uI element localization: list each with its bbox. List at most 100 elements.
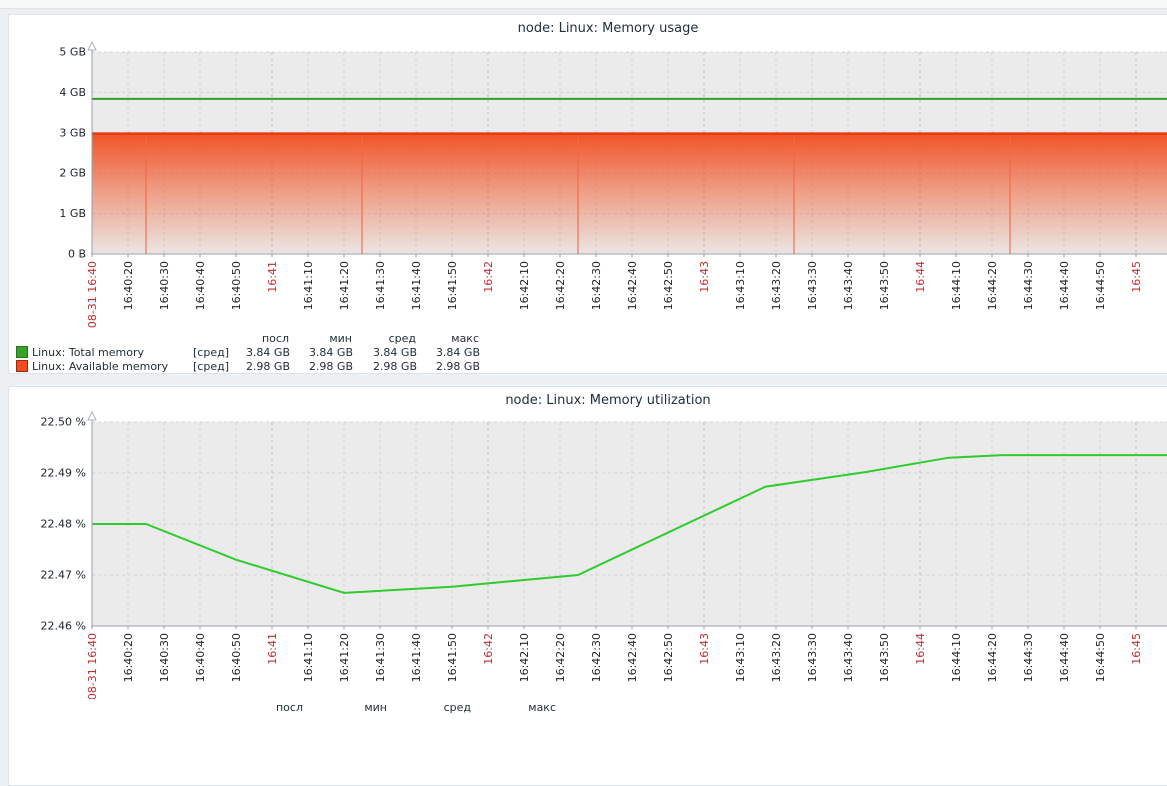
series-stat-value: 3.84 GB — [372, 346, 417, 359]
svg-text:16:41:40: 16:41:40 — [410, 633, 423, 682]
svg-text:16:41:30: 16:41:30 — [374, 633, 387, 682]
svg-text:16:44:20: 16:44:20 — [986, 633, 999, 682]
svg-text:16:44:10: 16:44:10 — [950, 261, 963, 310]
svg-text:16:42: 16:42 — [482, 261, 495, 293]
series-aggregation: [сред] — [193, 360, 229, 373]
svg-text:0 B: 0 B — [68, 248, 86, 261]
series-label: Linux: Total memory — [32, 346, 144, 359]
legend-column-header: посл — [261, 332, 289, 345]
legend-column-header: макс — [451, 332, 479, 345]
legend-column-header: мин — [364, 701, 387, 714]
series-stat-value: 3.84 GB — [435, 346, 480, 359]
svg-text:16:43:10: 16:43:10 — [734, 261, 747, 310]
legend-column-header: посл — [275, 701, 303, 714]
svg-text:16:41:10: 16:41:10 — [302, 633, 315, 682]
svg-text:16:41:20: 16:41:20 — [338, 633, 351, 682]
svg-text:16:43:20: 16:43:20 — [770, 261, 783, 310]
legend-column-header: макс — [528, 701, 556, 714]
svg-text:16:43:30: 16:43:30 — [806, 633, 819, 682]
svg-text:16:41:20: 16:41:20 — [338, 261, 351, 310]
svg-text:1 GB: 1 GB — [59, 207, 86, 220]
svg-text:16:40:30: 16:40:30 — [158, 633, 171, 682]
svg-text:16:42:40: 16:42:40 — [626, 261, 639, 310]
svg-text:16:41:10: 16:41:10 — [302, 261, 315, 310]
svg-text:3 GB: 3 GB — [59, 126, 86, 139]
graph-title: node: Linux: Memory usage — [517, 21, 699, 36]
svg-text:16:42:10: 16:42:10 — [518, 261, 531, 310]
legend-column-header: мин — [329, 332, 352, 345]
svg-text:2 GB: 2 GB — [59, 167, 86, 180]
svg-text:16:42:40: 16:42:40 — [626, 633, 639, 682]
svg-text:16:40:20: 16:40:20 — [122, 261, 135, 310]
svg-text:16:42: 16:42 — [482, 633, 495, 665]
svg-text:16:42:50: 16:42:50 — [662, 633, 675, 682]
svg-text:08-31 16:40: 08-31 16:40 — [86, 261, 99, 328]
svg-text:16:44: 16:44 — [914, 633, 927, 665]
memory-usage-legend: посл мин сред макс Linux: Total memory [сред]… — [9, 332, 480, 374]
series-swatch — [16, 359, 28, 372]
svg-text:22.48 %: 22.48 % — [41, 518, 86, 531]
svg-text:16:44:30: 16:44:30 — [1022, 633, 1035, 682]
memory-utilization-panel: node: Linux: Memory utilization 22.50 % 2… — [8, 386, 1167, 786]
series-stat-value: 2.98 GB — [308, 360, 353, 373]
svg-text:16:41:30: 16:41:30 — [374, 261, 387, 310]
svg-text:16:42:30: 16:42:30 — [590, 633, 603, 682]
svg-text:16:45: 16:45 — [1130, 261, 1143, 293]
svg-text:16:40:50: 16:40:50 — [230, 261, 243, 310]
memory-utilization-legend: посл мин сред макс — [9, 701, 557, 715]
svg-text:16:43:40: 16:43:40 — [842, 633, 855, 682]
svg-text:16:42:10: 16:42:10 — [518, 633, 531, 682]
svg-text:16:40:40: 16:40:40 — [194, 633, 207, 682]
series-aggregation: [сред] — [193, 346, 229, 359]
svg-text:22.50 %: 22.50 % — [41, 416, 86, 429]
series-stat-value: 2.98 GB — [245, 360, 290, 373]
svg-text:16:43:20: 16:43:20 — [770, 633, 783, 682]
svg-text:16:41:40: 16:41:40 — [410, 261, 423, 310]
svg-text:16:43:30: 16:43:30 — [806, 261, 819, 310]
svg-text:16:44:50: 16:44:50 — [1094, 633, 1107, 682]
svg-text:16:41:50: 16:41:50 — [446, 633, 459, 682]
svg-text:16:40:30: 16:40:30 — [158, 261, 171, 310]
svg-text:16:45: 16:45 — [1130, 633, 1143, 665]
svg-text:16:43:50: 16:43:50 — [878, 261, 891, 310]
series-stat-value: 3.84 GB — [308, 346, 353, 359]
svg-text:16:43: 16:43 — [698, 261, 711, 293]
legend-column-header: сред — [388, 332, 416, 345]
svg-text:22.49 %: 22.49 % — [41, 467, 86, 480]
svg-text:22.46 %: 22.46 % — [41, 620, 86, 633]
series-swatch — [16, 345, 28, 358]
svg-text:16:41:50: 16:41:50 — [446, 261, 459, 310]
svg-text:16:41: 16:41 — [266, 261, 279, 293]
memory-usage-panel: node: Linux: Memory usage 5 GB 4 GB 3 GB 2 … — [8, 14, 1167, 374]
memory-usage-graph[interactable]: 5 GB 4 GB 3 GB 2 GB 1 GB 0 B08-31 16:40 16:40:… — [9, 15, 1167, 331]
svg-text:16:40:50: 16:40:50 — [230, 633, 243, 682]
svg-text:16:42:20: 16:42:20 — [554, 261, 567, 310]
svg-text:16:40:40: 16:40:40 — [194, 261, 207, 310]
svg-text:16:43:10: 16:43:10 — [734, 633, 747, 682]
series-stat-value: 2.98 GB — [372, 360, 417, 373]
svg-text:08-31 16:40: 08-31 16:40 — [86, 633, 99, 699]
svg-text:16:42:50: 16:42:50 — [662, 261, 675, 310]
graph-title: node: Linux: Memory utilization — [505, 393, 711, 408]
svg-text:16:44:50: 16:44:50 — [1094, 261, 1107, 310]
series-stat-value: 2.98 GB — [435, 360, 480, 373]
svg-text:16:44:20: 16:44:20 — [986, 261, 999, 310]
svg-text:4 GB: 4 GB — [59, 86, 86, 99]
svg-text:16:41: 16:41 — [266, 633, 279, 665]
legend-column-header: сред — [443, 701, 471, 714]
svg-text:5 GB: 5 GB — [59, 46, 86, 59]
series-label: Linux: Available memory — [32, 360, 169, 373]
svg-text:16:40:20: 16:40:20 — [122, 633, 135, 682]
svg-text:22.47 %: 22.47 % — [41, 569, 86, 582]
svg-text:16:42:30: 16:42:30 — [590, 261, 603, 310]
memory-utilization-graph[interactable]: 22.50 % 22.49 % 22.48 % 22.47 % 22.46 %08-31… — [9, 387, 1167, 699]
series-stat-value: 3.84 GB — [245, 346, 290, 359]
svg-text:16:43:40: 16:43:40 — [842, 261, 855, 310]
svg-text:16:44:40: 16:44:40 — [1058, 261, 1071, 310]
svg-text:16:42:20: 16:42:20 — [554, 633, 567, 682]
svg-text:16:44:30: 16:44:30 — [1022, 261, 1035, 310]
browser-chrome-edge — [0, 0, 1167, 9]
svg-text:16:43:50: 16:43:50 — [878, 633, 891, 682]
svg-text:16:43: 16:43 — [698, 633, 711, 665]
svg-text:16:44:40: 16:44:40 — [1058, 633, 1071, 682]
